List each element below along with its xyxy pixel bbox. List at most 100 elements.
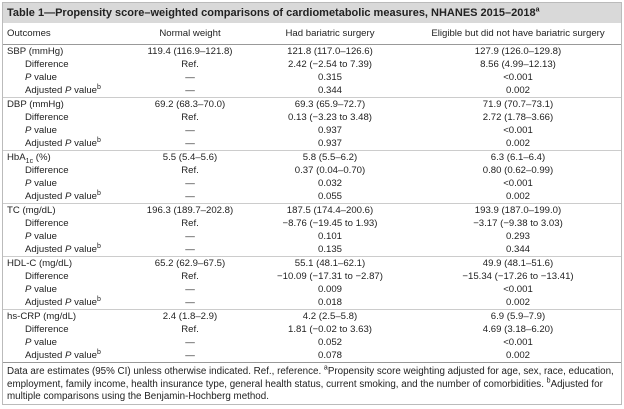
text: Table 1—Propensity score–weighted compar… <box>7 7 536 19</box>
text: value <box>31 337 58 348</box>
row-label: Adjusted P valueb <box>3 243 135 257</box>
text: hs-CRP (mg/dL) <box>7 311 77 322</box>
sub-row: Adjusted P valueb — 0.344 0.002 <box>3 84 621 98</box>
superscript: b <box>97 189 101 197</box>
text: Data are estimates (95% CI) unless other… <box>7 366 324 377</box>
row-label: P value <box>3 230 135 243</box>
italic-text: P <box>65 191 72 202</box>
cell: — <box>185 297 195 308</box>
cell: 1.81 (−0.02 to 3.63) <box>287 324 372 335</box>
text: value <box>71 244 98 255</box>
text: Adjusted for multiple comparisons using … <box>7 378 603 403</box>
group-row: TC (mg/dL) 196.3 (189.7–202.8) 187.5 (174.… <box>3 203 621 217</box>
text: Difference <box>25 112 69 123</box>
cell: 71.9 (70.7–73.1) <box>415 97 621 111</box>
cell: — <box>185 72 195 83</box>
cell: — <box>185 284 195 295</box>
cell: — <box>185 337 195 348</box>
superscript: b <box>97 242 101 250</box>
cell: 65.2 (62.9–67.5) <box>135 256 245 270</box>
cell: — <box>185 85 195 96</box>
row-label: Adjusted P valueb <box>3 296 135 310</box>
text: DBP (mmHg) <box>7 99 64 110</box>
row-label: Difference <box>3 58 135 71</box>
sub-row: Adjusted P valueb —0.078 0.002 <box>3 349 621 363</box>
cell: 6.3 (6.1–6.4) <box>415 150 621 164</box>
cell: 0.002 <box>505 191 530 202</box>
cell: <0.001 <box>503 72 533 83</box>
cell: 0.344 <box>317 85 342 96</box>
italic-text: P <box>25 337 32 348</box>
superscript: a <box>535 6 540 14</box>
cell: 0.37 (0.04–0.70) <box>294 165 366 176</box>
text: Adjusted <box>25 244 66 255</box>
cell: Ref. <box>181 218 199 229</box>
row-label: SBP (mmHg) <box>3 45 135 59</box>
text: Adjusted <box>25 191 66 202</box>
text: value <box>31 125 58 136</box>
sub-row: Difference Ref. 0.13 (−3.23 to 3.48) 2.72 (… <box>3 111 621 124</box>
cell: <0.001 <box>503 178 533 189</box>
cell: 0.13 (−3.23 to 3.48) <box>287 112 372 123</box>
cell: 55.1 (48.1–62.1) <box>245 256 415 270</box>
cell: 0.009 <box>317 284 342 295</box>
sub-row: P value — 0.101 0.293 <box>3 230 621 243</box>
cell: −8.76 (−19.45 to 1.93) <box>282 218 378 229</box>
sub-row: Adjusted P valueb — 0.937 0.002 <box>3 137 621 151</box>
text: HDL-C (mg/dL) <box>7 258 73 269</box>
row-label: Difference <box>3 111 135 124</box>
italic-text: P <box>25 72 32 83</box>
text: Adjusted <box>25 350 66 361</box>
column-header: Had bariatric surgery <box>245 23 415 45</box>
text: value <box>31 178 58 189</box>
cell: Ref. <box>181 112 199 123</box>
row-label: HDL-C (mg/dL) <box>3 256 135 270</box>
text: value <box>71 350 98 361</box>
sub-row: Adjusted P valueb — 0.135 0.344 <box>3 243 621 257</box>
cell: 0.937 <box>317 138 342 149</box>
cell: — <box>185 178 195 189</box>
cell: −15.34 (−17.26 to −13.41) <box>462 271 574 282</box>
text: Difference <box>25 324 69 335</box>
cell: 2.72 (1.78–3.66) <box>482 112 554 123</box>
cell: — <box>185 125 195 136</box>
cell: 0.002 <box>505 85 530 96</box>
row-label: Difference <box>3 217 135 230</box>
cell: 0.052 <box>317 337 342 348</box>
cell: 2.42 (−2.54 to 7.39) <box>287 59 372 70</box>
group-row: DBP (mmHg) 69.2 (68.3–70.0) 69.3 (65.9–72.… <box>3 97 621 111</box>
cell: 5.5 (5.4–5.6) <box>135 150 245 164</box>
cell: 196.3 (189.7–202.8) <box>135 203 245 217</box>
cell: 69.2 (68.3–70.0) <box>135 97 245 111</box>
cell: 0.293 <box>505 231 530 242</box>
cell: 121.8 (117.0–126.6) <box>287 46 373 57</box>
row-label: Adjusted P valueb <box>3 190 135 204</box>
text: Propensity score weighting adjusted for … <box>7 366 614 390</box>
row-label: Adjusted P valueb <box>3 84 135 98</box>
superscript: b <box>546 377 551 385</box>
sub-row: Difference Ref. −10.09 (−17.31 to −2.87) −1… <box>3 270 621 283</box>
sub-row: P value — 0.009 <0.001 <box>3 283 621 296</box>
table-document: Table 1—Propensity score–weighted compar… <box>2 2 622 405</box>
row-label: Adjusted P valueb <box>3 349 135 363</box>
column-header: Outcomes <box>3 23 135 45</box>
text: Difference <box>25 59 69 70</box>
cell: 0.002 <box>505 138 530 149</box>
text: value <box>71 191 98 202</box>
superscript: b <box>97 295 101 303</box>
cell: 4.69 (3.18–6.20) <box>482 324 554 335</box>
cell: — <box>185 138 195 149</box>
group-row: HDL-C (mg/dL) 65.2 (62.9–67.5) 55.1 (48.1–… <box>3 256 621 270</box>
text: value <box>31 284 58 295</box>
text: Adjusted <box>25 138 66 149</box>
italic-text: P <box>65 297 72 308</box>
cell: 0.101 <box>317 231 342 242</box>
cell: Ref. <box>181 59 199 70</box>
data-table: Outcomes Normal weight Had bariatric surge… <box>3 23 621 363</box>
cell: 2.4 (1.8–2.9) <box>135 309 245 323</box>
italic-text: P <box>25 125 32 136</box>
row-label: Difference <box>3 164 135 177</box>
sub-row: P value — 0.937 <0.001 <box>3 124 621 137</box>
subscript: 1c <box>25 157 34 165</box>
text: HbA <box>7 152 26 163</box>
